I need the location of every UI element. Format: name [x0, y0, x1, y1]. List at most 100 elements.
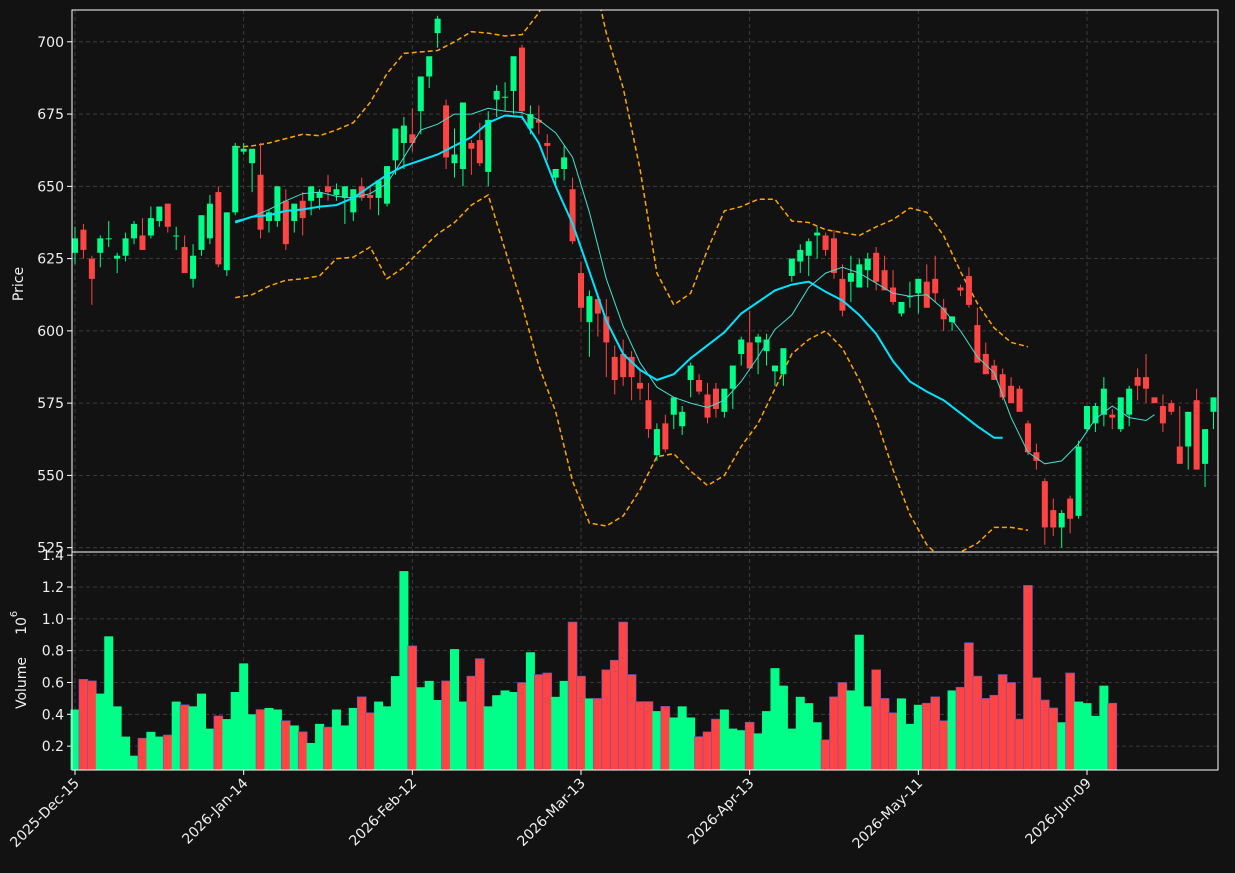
- volume-bar: [576, 675, 586, 771]
- candle-body: [1117, 397, 1124, 430]
- candle-body: [1143, 377, 1150, 389]
- volume-bar: [289, 725, 299, 770]
- candle-body: [569, 189, 576, 242]
- volume-bar: [213, 715, 224, 771]
- volume-bar: [356, 696, 367, 771]
- price-tick-label: 700: [37, 35, 64, 51]
- volume-bar: [652, 711, 662, 770]
- candle-body: [771, 365, 778, 372]
- candle-body: [1151, 397, 1158, 404]
- volume-exponent-base: 10: [14, 617, 30, 635]
- volume-bar: [770, 668, 780, 770]
- candle-body: [164, 203, 171, 227]
- volume-bar: [483, 706, 493, 770]
- volume-tick-label: 1.4: [42, 548, 64, 564]
- candle-body: [114, 255, 121, 259]
- candle-body: [974, 325, 981, 363]
- volume-bar: [1031, 677, 1042, 771]
- candle-body: [265, 212, 272, 222]
- volume-bar: [331, 709, 341, 770]
- volume-bar: [441, 680, 451, 771]
- candle-body: [274, 186, 281, 222]
- volume-bar: [559, 680, 569, 770]
- volume-bar: [1040, 699, 1050, 771]
- volume-bar: [297, 731, 308, 771]
- volume-bar: [407, 645, 418, 771]
- candle-body: [1176, 446, 1183, 464]
- volume-bar: [542, 672, 553, 771]
- volume-bar: [188, 706, 198, 770]
- volume-bar: [854, 634, 864, 770]
- volume-bar: [1082, 703, 1092, 770]
- volume-bar: [500, 690, 510, 770]
- candle-body: [670, 397, 677, 415]
- volume-bar: [728, 728, 738, 770]
- candle-body: [561, 157, 568, 169]
- candle-body: [738, 339, 745, 354]
- candle-body: [729, 365, 736, 389]
- candle-body: [341, 186, 348, 198]
- volume-exponent-power: 6: [9, 611, 20, 617]
- volume-bar: [930, 696, 941, 771]
- candle-body: [1185, 411, 1192, 447]
- volume-bar: [711, 718, 721, 771]
- candle-body: [139, 235, 146, 250]
- volume-bar: [525, 652, 535, 770]
- volume-bar: [281, 720, 291, 771]
- candle-body: [493, 90, 500, 100]
- volume-bar: [972, 675, 983, 771]
- volume-bar: [146, 731, 156, 770]
- candle-body: [645, 400, 652, 430]
- volume-bar: [980, 698, 991, 771]
- candle-body: [898, 301, 905, 314]
- volume-bar: [239, 663, 249, 770]
- volume-bar: [863, 706, 873, 770]
- candle-body: [1024, 423, 1031, 453]
- candle-body: [1075, 446, 1082, 516]
- volume-bar: [736, 730, 746, 770]
- candle-body: [797, 249, 804, 262]
- price-tick-label: 525: [37, 541, 64, 557]
- candle-body: [502, 96, 509, 98]
- volume-bar: [787, 728, 797, 770]
- volume-bar: [315, 723, 325, 770]
- volume-bar: [896, 698, 906, 770]
- candle-body: [1159, 406, 1166, 424]
- volume-bar: [626, 674, 637, 771]
- candle-body: [316, 192, 323, 198]
- candle-body: [527, 114, 534, 129]
- volume-bar: [424, 680, 434, 770]
- candlesticks: [72, 15, 1217, 548]
- candle-body: [282, 200, 289, 245]
- candle-body: [291, 203, 298, 222]
- volume-bar: [255, 709, 266, 771]
- candle-body: [147, 218, 154, 236]
- volume-bar: [879, 698, 890, 771]
- candle-body: [1008, 385, 1015, 404]
- volume-bar: [584, 698, 594, 770]
- upper-band-line: [235, 10, 1029, 348]
- volume-bar: [162, 734, 173, 771]
- candle-body: [552, 168, 559, 178]
- candle-body: [384, 166, 391, 204]
- candle-body: [367, 195, 374, 198]
- candle-body: [122, 238, 129, 256]
- candle-body: [965, 275, 972, 305]
- volume-bars: [70, 571, 1118, 771]
- candle-body: [856, 264, 863, 288]
- candle-body: [578, 273, 584, 308]
- volume-tick-label: 1.2: [42, 580, 64, 596]
- candle-body: [80, 229, 87, 250]
- volume-tick-label: 0.8: [42, 644, 64, 660]
- candle-body: [333, 189, 340, 196]
- volume-bar: [466, 675, 477, 771]
- moving-averages: [234, 107, 1155, 465]
- volume-tick-label: 1.0: [42, 612, 64, 628]
- volume-bar: [104, 636, 114, 770]
- volume-tick-label: 0.6: [42, 675, 64, 691]
- candle-body: [1033, 452, 1040, 461]
- candle-body: [881, 270, 888, 291]
- volume-bar: [567, 621, 578, 771]
- volume-bar: [947, 690, 957, 770]
